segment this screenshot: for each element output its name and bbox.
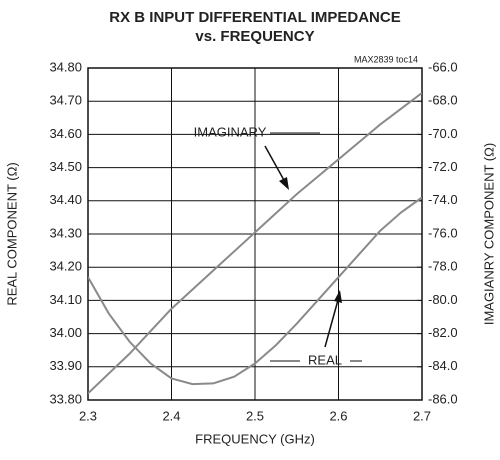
annotation: REAL	[308, 352, 342, 367]
data-line	[88, 196, 422, 386]
x-tick-label: 2.6	[329, 408, 347, 423]
y2-tick-label: -68.0	[428, 93, 458, 108]
y-tick-label: 34.10	[49, 292, 82, 307]
x-axis-label: FREQUENCY (GHz)	[195, 431, 315, 446]
y-axis-label: REAL COMPONENT (Ω)	[4, 162, 19, 305]
y-tick-label: 33.80	[49, 391, 82, 406]
x-tick-label: 2.3	[79, 408, 97, 423]
y-tick-label: 34.00	[49, 325, 82, 340]
y2-tick-label: -86.0	[428, 391, 458, 406]
chart-title: RX B INPUT DIFFERENTIAL IMPEDANCE	[109, 9, 400, 26]
y2-axis-label: IMAGIANRY COMPONENT (Ω)	[481, 143, 496, 325]
chart-title: vs. FREQUENCY	[195, 28, 314, 45]
y2-tick-label: -78.0	[428, 259, 458, 274]
y-tick-label: 34.40	[49, 192, 82, 207]
y-tick-label: 34.60	[49, 126, 82, 141]
y2-tick-label: -84.0	[428, 358, 458, 373]
data-line	[88, 92, 422, 395]
y-tick-label: 34.20	[49, 259, 82, 274]
y2-tick-label: -70.0	[428, 126, 458, 141]
y-tick-label: 34.70	[49, 93, 82, 108]
annotation: IMAGINARY	[194, 124, 267, 139]
y-tick-label: 34.30	[49, 225, 82, 240]
y2-tick-label: -82.0	[428, 325, 458, 340]
y-tick-label: 34.50	[49, 159, 82, 174]
annotation-arrow	[324, 299, 339, 348]
chart-note: MAX2839 toc14	[354, 54, 418, 64]
annotation-arrow	[264, 145, 286, 183]
y2-tick-label: -80.0	[428, 292, 458, 307]
y2-tick-label: -74.0	[428, 192, 458, 207]
annotation-arrowhead	[279, 177, 289, 190]
y-tick-label: 34.80	[49, 59, 82, 74]
x-tick-label: 2.7	[413, 408, 431, 423]
y2-tick-label: -76.0	[428, 225, 458, 240]
y2-tick-label: -66.0	[428, 59, 458, 74]
y-tick-label: 33.90	[49, 358, 82, 373]
y2-tick-label: -72.0	[428, 159, 458, 174]
x-tick-label: 2.5	[246, 408, 264, 423]
plot-frame	[87, 67, 423, 401]
x-tick-label: 2.4	[162, 408, 180, 423]
